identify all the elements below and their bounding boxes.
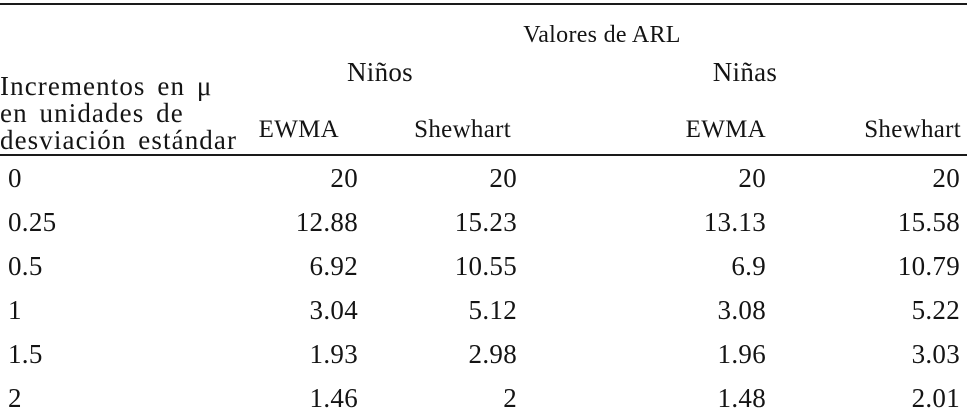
value-cell: 3.04 [309,294,358,325]
value-cell: 10.55 [454,250,517,281]
value-cell: 15.23 [454,206,517,237]
row-header-cell: Incrementos en μ en unidades de desviaci… [0,4,237,155]
group-header-ninas: Niñas [712,57,778,87]
row-increment-cell: 2 [8,382,22,413]
group-header-ninos: Niños [346,57,413,87]
arl-table: Incrementos en μ en unidades de desviaci… [0,3,967,416]
value-cell: 2.98 [468,338,517,369]
col-header-shewhart-ninos: Shewhart [414,116,511,143]
table-row: 1 3.04 5.12 3.08 5.22 [0,288,967,332]
value-cell: 6.9 [731,250,766,281]
value-cell: 1.48 [717,382,766,413]
value-cell: 20 [932,162,961,193]
value-cell: 1.46 [309,382,358,413]
row-header-line-2: en unidades de [0,98,184,128]
table-header: Incrementos en μ en unidades de desviaci… [0,4,967,155]
table-row: 0.5 6.92 10.55 6.9 10.79 [0,244,967,288]
row-header-line-3: desviación estándar [0,125,237,155]
table-body: 0 20 20 20 20 0.25 12.88 15.23 13.13 15.… [0,155,967,416]
value-cell: 3.08 [717,294,766,325]
col-header-shewhart-ninas: Shewhart [864,116,962,143]
title-row: Incrementos en μ en unidades de desviaci… [0,4,967,154]
value-cell: 20 [330,162,358,193]
row-increment-cell: 1.5 [8,338,43,369]
row-header-line-1: Incrementos en μ [0,71,213,101]
row-increment-cell: 0.5 [8,250,43,281]
value-cell: 3.03 [911,338,961,369]
col-header-ewma-ninos: EWMA [258,116,339,143]
table-row: 2 1.46 2 1.48 2.01 [0,376,967,416]
value-cell: 6.92 [309,250,358,281]
table-row: 0.25 12.88 15.23 13.13 15.58 [0,200,967,244]
row-increment-cell: 0.25 [8,206,57,237]
value-cell: 2 [503,382,517,413]
row-increment-cell: 1 [8,294,22,325]
value-cell: 15.58 [897,206,961,237]
col-header-ewma-ninas: EWMA [685,116,766,143]
value-cell: 5.22 [911,294,961,325]
table-row: 1.5 1.93 2.98 1.96 3.03 [0,332,967,376]
value-cell: 12.88 [295,206,358,237]
value-cell: 10.79 [897,250,961,281]
value-cell: 1.96 [717,338,766,369]
value-cell: 20 [489,162,517,193]
value-cell: 5.12 [468,294,517,325]
value-cell: 1.93 [309,338,358,369]
column-header-row: EWMA Shewhart EWMA Shewhart [0,88,967,155]
value-cell: 13.13 [703,206,766,237]
table-row: 0 20 20 20 20 [0,155,967,200]
row-increment-cell: 0 [8,162,22,193]
group-header-row: Niños Niñas [0,52,967,88]
value-cell: 20 [738,162,766,193]
value-cell: 2.01 [911,382,961,413]
table-title: Valores de ARL [523,22,681,48]
